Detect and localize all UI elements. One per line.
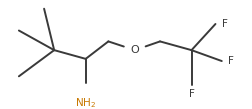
Text: F: F <box>228 56 234 66</box>
Text: O: O <box>131 45 139 55</box>
Text: NH$_2$: NH$_2$ <box>75 96 96 109</box>
Text: F: F <box>222 19 228 29</box>
Text: F: F <box>188 89 195 99</box>
